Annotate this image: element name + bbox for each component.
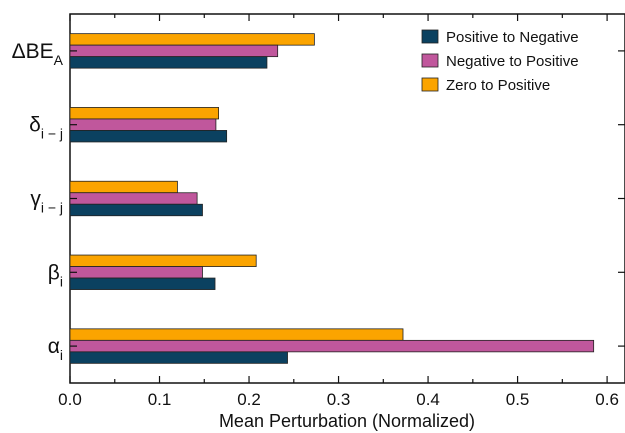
x-axis-title: Mean Perturbation (Normalized) (219, 411, 475, 431)
y-tick-label: ΔBEA (12, 40, 64, 68)
legend-label: Positive to Negative (446, 29, 579, 46)
legend-swatch (421, 29, 439, 44)
bar (69, 339, 595, 353)
x-tick-label: 0.2 (237, 390, 261, 409)
legend-swatch (421, 77, 439, 92)
bar (69, 44, 279, 58)
bar (69, 130, 228, 143)
y-tick-label: βi (48, 261, 63, 289)
x-tick-label: 0.1 (148, 390, 172, 409)
bar (69, 180, 178, 194)
bar (69, 254, 257, 267)
bar (69, 277, 216, 290)
bar (69, 33, 315, 46)
x-tick-label: 0.3 (327, 390, 351, 409)
legend-label: Negative to Positive (446, 53, 579, 70)
legend-label: Zero to Positive (446, 77, 550, 94)
bar (69, 351, 288, 364)
x-tick-label: 0.4 (416, 390, 440, 409)
legend-swatch (421, 53, 439, 68)
bar-group (69, 33, 595, 364)
bar (69, 266, 203, 279)
bar (69, 56, 268, 69)
y-tick-label: αi (48, 335, 63, 363)
legend: Positive to Negative Negative to Positive… (421, 29, 579, 94)
bar (69, 203, 203, 217)
bar (69, 328, 404, 341)
bar (69, 118, 217, 131)
y-tick-label: γi − j (30, 188, 63, 216)
y-tick-label: δi − j (29, 114, 63, 142)
bar (69, 107, 219, 120)
bar (69, 192, 198, 205)
x-axis: 0.0 0.1 0.2 0.3 0.4 0.5 0.6 (58, 14, 619, 409)
x-tick-label: 0.5 (506, 390, 530, 409)
y-axis: ΔBEA δi − j γi − j βi αi (12, 40, 625, 363)
x-tick-label: 0.6 (595, 390, 619, 409)
x-tick-label: 0.0 (58, 390, 82, 409)
